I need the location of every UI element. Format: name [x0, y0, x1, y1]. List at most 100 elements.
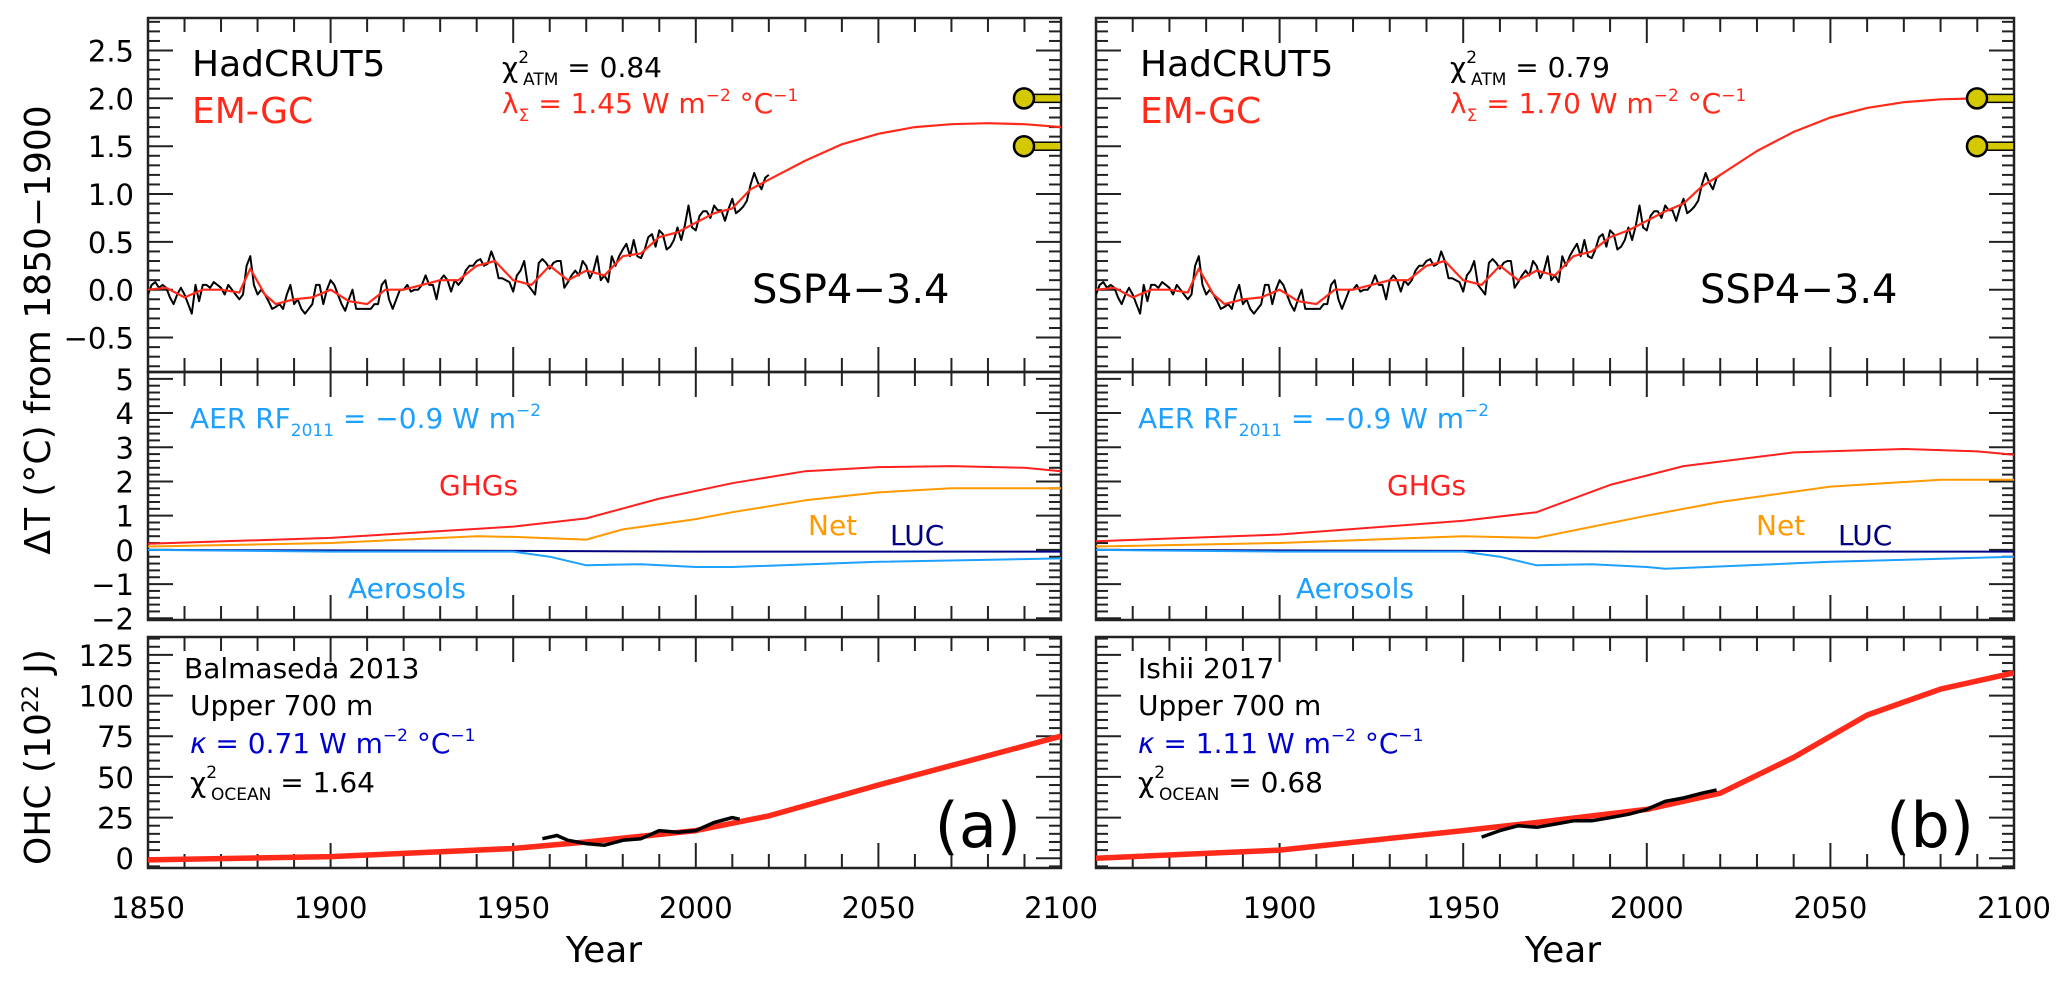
y-tick-label: 0.0: [88, 274, 134, 308]
y-tick-label: 1.5: [88, 130, 134, 164]
panel-a: −0.50.00.51.01.52.02.5−2−101234502550751…: [64, 16, 1098, 925]
ohc-model-line: [1096, 670, 2014, 861]
luc-line: [1096, 548, 2014, 553]
ohc-axes: [146, 635, 1063, 870]
x-tick-label: 2100: [1977, 891, 2051, 925]
x-tick-label: 2000: [1610, 891, 1684, 925]
scenario-label: SSP4−3.4: [752, 267, 949, 313]
net-line: [1096, 478, 2014, 548]
y-tick-label: 2.0: [88, 82, 134, 116]
x-tick-label: 2050: [1793, 891, 1867, 925]
ghgs-line: [1096, 448, 2014, 543]
model-label: EM-GC: [192, 91, 313, 132]
attribution-series: [148, 465, 1061, 568]
hadcrut5-observed-line: [1096, 172, 1721, 315]
y-tick-label: 5: [116, 363, 134, 397]
x-tick-label: 1900: [294, 891, 368, 925]
net-label: Net: [808, 509, 857, 542]
y-tick-label: −2: [91, 602, 134, 636]
x-tick-label: 2000: [659, 891, 733, 925]
dataset-label: HadCRUT5: [1140, 44, 1333, 85]
panel-b-annotations: HadCRUT5 EM-GC χ2 ATM = 0.79 λΣ = 1.70 W …: [1138, 44, 1974, 971]
ohc-observed-line: [1481, 788, 1717, 839]
depth-label: Upper 700 m: [190, 689, 373, 722]
lambda-label: λΣ = 1.70 W m−2 °C−1: [1450, 86, 1746, 126]
luc-label: LUC: [890, 519, 944, 552]
panel-label: (b): [1886, 789, 1974, 862]
ohc-series: [148, 733, 1061, 863]
attribution-frame: [1094, 370, 2016, 622]
paris-target-marker: [1965, 87, 1989, 110]
lambda-label: λΣ = 1.45 W m−2 °C−1: [502, 86, 798, 126]
y-tick-label: 3: [116, 431, 134, 465]
ohc-series: [1096, 670, 2014, 861]
y-tick-label: 0: [116, 842, 134, 876]
x-axis-label: Year: [1524, 930, 1601, 971]
ocean-dataset-label: Balmaseda 2013: [184, 652, 419, 685]
x-tick-label: 1900: [1243, 891, 1317, 925]
luc-line: [148, 548, 1061, 553]
em-gc-model-line: [148, 122, 1061, 306]
temperature-series: [1096, 97, 2014, 315]
ohc-frame: [146, 635, 1063, 870]
ohc-frame: [1094, 635, 2016, 870]
ohc-observed-line: [542, 815, 740, 847]
y-axis-label-ohc: OHC (1022 J): [18, 649, 59, 865]
y-tick-label: 75: [97, 720, 134, 754]
y-tick-label: 2: [116, 465, 134, 499]
panel-label: (a): [935, 789, 1021, 862]
temperature-axes: [146, 16, 1063, 374]
y-tick-label: 25: [97, 802, 134, 836]
y-axis-label-temperature: ΔT (°C) from 1850−1900: [18, 105, 59, 554]
chi2-ocean-label: χ2 OCEAN = 0.68: [1138, 763, 1323, 805]
temperature-series: [148, 122, 1061, 315]
ocean-dataset-label: Ishii 2017: [1138, 652, 1274, 685]
chi2-ocean-label: χ2 OCEAN = 1.64: [190, 763, 375, 805]
paris-target-marker: [1965, 134, 1989, 158]
dataset-label: HadCRUT5: [192, 44, 385, 85]
aerosols-line: [148, 548, 1061, 568]
em-gc-model-line: [1096, 97, 2014, 306]
attribution-axes: [146, 370, 1063, 622]
attribution-series: [1096, 448, 2014, 570]
aerosols-line: [1096, 548, 2014, 570]
panel-a-annotations: HadCRUT5 EM-GC χ2 ATM = 0.84 λΣ = 1.45 W …: [184, 44, 1021, 971]
y-tick-label: −1: [91, 568, 134, 602]
y-tick-label: −0.5: [64, 322, 134, 356]
aerosols-label: Aerosols: [348, 572, 466, 605]
paris-target-marker: [1012, 134, 1036, 158]
x-tick-label: 1950: [1426, 891, 1500, 925]
aer-rf-label: AER RF2011 = −0.9 W m−2: [1138, 401, 1489, 441]
y-tick-label: 0: [116, 534, 134, 568]
model-label: EM-GC: [1140, 91, 1261, 132]
aerosols-label: Aerosols: [1296, 572, 1414, 605]
net-label: Net: [1756, 509, 1805, 542]
chi2-atm-label: χ2 ATM = 0.84: [502, 48, 662, 90]
panel-b: 1900 1950 2000 2050 2100: [1094, 16, 2051, 925]
x-axis-label: Year: [565, 930, 642, 971]
ghgs-label: GHGs: [439, 469, 518, 502]
depth-label: Upper 700 m: [1138, 689, 1321, 722]
x-tick-label: 1950: [476, 891, 550, 925]
luc-label: LUC: [1838, 519, 1892, 552]
y-tick-label: 2.5: [88, 35, 134, 69]
x-tick-label: 1850: [111, 891, 185, 925]
paris-target-marker: [1012, 87, 1036, 110]
aer-rf-label: AER RF2011 = −0.9 W m−2: [190, 401, 541, 441]
y-tick-label: 1.0: [88, 178, 134, 212]
chi2-atm-label: χ2 ATM = 0.79: [1450, 48, 1610, 90]
attribution-axes: [1094, 370, 2016, 622]
ghgs-label: GHGs: [1387, 469, 1466, 502]
net-line: [148, 487, 1061, 548]
attribution-frame: [146, 370, 1063, 622]
y-tick-label: 50: [97, 761, 134, 795]
ghgs-line: [148, 465, 1061, 545]
kappa-label: κ = 1.11 W m−2 °C−1: [1138, 726, 1423, 760]
hadcrut5-observed-line: [148, 172, 770, 315]
y-tick-label: 100: [79, 680, 134, 714]
x-tick-label: 2050: [841, 891, 915, 925]
x-tick-label: 2100: [1024, 891, 1098, 925]
y-tick-label: 1: [116, 500, 134, 534]
y-tick-label: 4: [116, 397, 134, 431]
